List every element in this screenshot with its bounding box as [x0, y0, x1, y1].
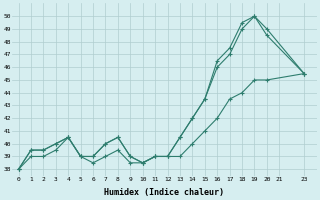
X-axis label: Humidex (Indice chaleur): Humidex (Indice chaleur) [104, 188, 224, 197]
